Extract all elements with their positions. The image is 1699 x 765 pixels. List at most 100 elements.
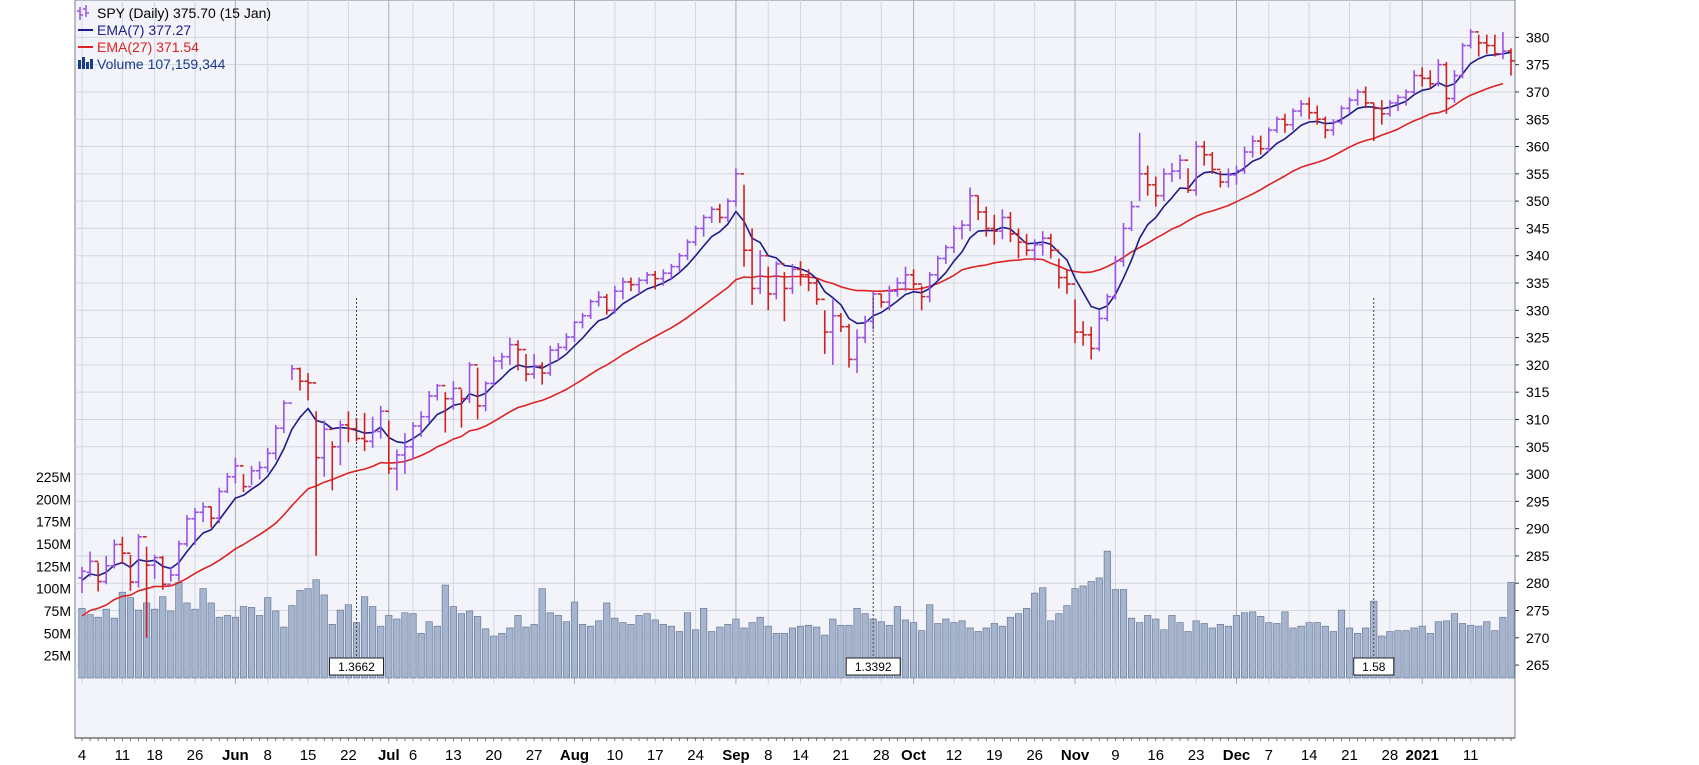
price-axis: 265 270 275 280 285 290 295 300 305 310 315 320 325 3… [1515, 29, 1550, 673]
volume-bar [651, 619, 659, 679]
date-tick-label: 15 [300, 747, 317, 764]
volume-bar [909, 622, 918, 679]
price-bar [118, 536, 127, 565]
price-bar [183, 514, 191, 547]
volume-bar [966, 627, 974, 679]
volume-bar [110, 617, 118, 679]
volume-tick-label: 50M [44, 625, 71, 641]
volume-bar [191, 608, 199, 679]
price-bar [264, 447, 272, 473]
volume-bar [1281, 611, 1289, 679]
date-tick-label: 21 [1341, 747, 1358, 764]
annotation-box [845, 657, 901, 676]
volume-bar [1305, 622, 1313, 679]
volume-bar [950, 622, 958, 679]
volume-bar [175, 582, 183, 679]
volume-bar [159, 596, 167, 679]
legend-item-volume: Volume 107,159,344 [78, 56, 226, 72]
price-bar [1039, 231, 1047, 256]
price-bar [360, 412, 369, 452]
volume-bar [1095, 577, 1103, 679]
volume-bar [126, 597, 135, 679]
price-bar [490, 356, 498, 387]
volume-bar [716, 626, 724, 679]
volume-bar [151, 608, 159, 679]
volume-bar [409, 613, 417, 679]
price-tick-label: 300 [1526, 466, 1550, 482]
price-bar [683, 239, 692, 261]
volume-bar [845, 624, 853, 679]
volume-bar [369, 606, 377, 679]
annotation-box [328, 657, 384, 676]
price-bar [700, 214, 708, 237]
volume-bar [1031, 592, 1039, 679]
volume-bar [490, 635, 498, 679]
price-bar [796, 261, 805, 286]
price-bar [522, 348, 530, 382]
volume-bar [1450, 613, 1459, 679]
volume-bar [1273, 623, 1281, 679]
volume-bars-icon [78, 57, 93, 69]
volume-bar [659, 624, 667, 679]
price-bar [1152, 176, 1160, 207]
price-bars [78, 29, 1515, 638]
price-bar [1434, 59, 1442, 87]
price-bar [1208, 152, 1216, 174]
volume-bar [1434, 621, 1442, 679]
volume-tick-label: 25M [44, 648, 71, 664]
volume-bar [1410, 627, 1418, 679]
price-bar [1047, 233, 1055, 259]
date-tick-label: 27 [526, 747, 543, 764]
volume-tick-label: 75M [44, 603, 71, 619]
volume-bar [1208, 627, 1216, 679]
volume-bar [1039, 587, 1047, 679]
price-bar [1184, 159, 1192, 193]
price-bar [1410, 70, 1418, 95]
price-bar [207, 505, 215, 528]
price-bar [667, 263, 675, 281]
price-tick-label: 355 [1526, 166, 1550, 182]
volume-bar [482, 628, 490, 679]
volume-bar [506, 627, 514, 679]
price-bar [821, 298, 829, 354]
volume-bar [683, 612, 692, 679]
price-bar [110, 539, 118, 569]
annotation-box [1353, 657, 1395, 676]
date-tick-label: 20 [485, 747, 502, 764]
price-tick-label: 310 [1526, 411, 1550, 427]
volume-bar [1224, 625, 1233, 679]
price-tick-label: 315 [1526, 384, 1550, 400]
volume-bar [498, 632, 506, 679]
price-tick-label: 295 [1526, 493, 1550, 509]
volume-bar [643, 613, 651, 679]
volume-bar [990, 623, 998, 679]
legend: SPY (Daily) 375.70 (15 Jan) EMA(7) 377.2… [77, 5, 271, 72]
volume-bar [853, 607, 861, 679]
volume-bar [474, 616, 482, 679]
volume-bar [280, 626, 288, 679]
price-bar [603, 293, 611, 315]
price-bar [1475, 31, 1483, 57]
price-bar [950, 225, 958, 253]
volume-bar [1006, 616, 1015, 679]
volume-bar [829, 618, 837, 679]
price-bar [449, 381, 458, 410]
price-tick-label: 280 [1526, 575, 1550, 591]
price-bar [1442, 61, 1451, 114]
price-bar [918, 283, 926, 311]
annotations: 1.3662 1.3392 1.58 [328, 298, 1395, 676]
date-tick-label: 24 [687, 747, 704, 764]
price-tick-label: 375 [1526, 57, 1550, 73]
volume-bar [465, 610, 474, 679]
volume-bar [546, 612, 554, 679]
price-bar [247, 465, 256, 488]
date-tick-label: Dec [1223, 747, 1251, 764]
volume-bar [417, 632, 425, 679]
price-bar [175, 540, 183, 582]
price-bar [239, 465, 248, 493]
price-bar [1281, 113, 1289, 133]
date-tick-label: 21 [833, 747, 850, 764]
price-bar [199, 502, 207, 523]
price-bar [86, 551, 94, 577]
price-bar [1394, 94, 1402, 112]
